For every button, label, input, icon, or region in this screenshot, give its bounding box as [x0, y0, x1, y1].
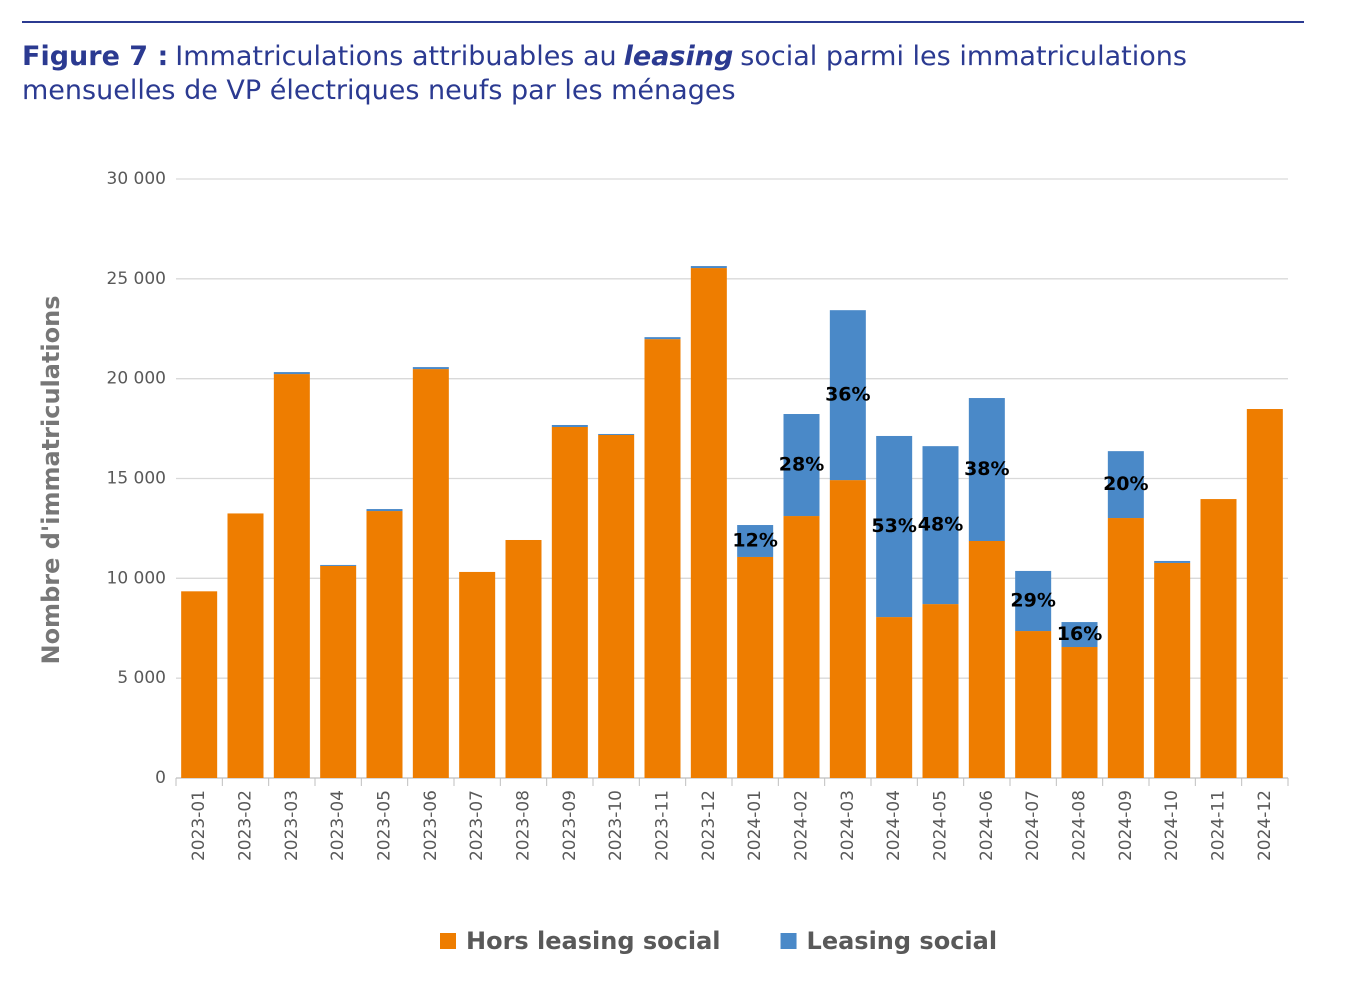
- title-rule: [22, 21, 1304, 23]
- bar-segment: [598, 434, 635, 778]
- x-tick-label: 2023-12: [699, 790, 719, 861]
- bar-segment: [690, 268, 727, 778]
- x-tick-label: 2024-11: [1209, 790, 1229, 861]
- bar-segment: [968, 398, 1005, 541]
- x-tick-label: 2024-02: [792, 790, 812, 861]
- x-tick-label: 2024-12: [1255, 790, 1275, 861]
- bar-segment: [1061, 647, 1098, 778]
- bar-segment: [598, 433, 635, 435]
- bar-segment: [876, 435, 913, 618]
- x-tick-label: 2023-09: [560, 790, 580, 861]
- bar-segment: [922, 446, 959, 605]
- bar-segment: [227, 513, 264, 778]
- y-tick-label: 20 000: [107, 369, 166, 389]
- x-tick-label: 2024-09: [1116, 790, 1136, 861]
- x-tick-label: 2024-01: [745, 790, 765, 861]
- x-tick-label: 2023-04: [328, 790, 348, 861]
- bar-segment: [644, 339, 681, 778]
- bar-segment: [829, 310, 866, 481]
- y-tick-label: 15 000: [107, 469, 166, 489]
- bar-segment: [320, 565, 357, 778]
- share-label: 20%: [1103, 473, 1148, 495]
- bar-segment: [876, 617, 913, 778]
- bar-segment: [551, 426, 588, 778]
- bar-segment: [1154, 562, 1191, 778]
- bar-segment: [551, 424, 588, 427]
- y-tick-label: 5 000: [117, 668, 166, 688]
- bar-segment: [1015, 570, 1052, 632]
- title-text: social parmi les immatriculations: [740, 41, 1187, 72]
- bar-segment: [1015, 631, 1052, 778]
- bar-segment: [737, 556, 774, 778]
- bar-segment: [412, 367, 449, 370]
- x-tick-label: 2023-06: [421, 790, 441, 861]
- legend-swatch: [440, 933, 456, 949]
- x-tick-label: 2023-05: [375, 790, 395, 861]
- share-label: 48%: [918, 514, 963, 536]
- x-tick-label: 2023-07: [467, 790, 487, 861]
- bar-segment: [1154, 560, 1191, 563]
- x-tick-label: 2024-06: [977, 790, 997, 861]
- x-tick-label: 2024-03: [838, 790, 858, 861]
- title-text: mensuelles de VP électriques neufs par l…: [22, 75, 736, 106]
- x-tick-label: 2024-04: [884, 790, 904, 861]
- bar-segment: [459, 571, 496, 778]
- legend-label: Leasing social: [807, 927, 998, 955]
- bar-segment: [690, 266, 727, 269]
- x-tick-label: 2023-11: [653, 790, 673, 861]
- y-axis-title: Nombre d'immatriculations: [37, 295, 65, 664]
- share-label: 28%: [779, 454, 824, 476]
- bar-segment: [829, 480, 866, 778]
- y-tick-label: 25 000: [107, 269, 166, 289]
- share-label: 29%: [1010, 589, 1055, 611]
- bar-segment: [412, 369, 449, 778]
- x-tick-label: 2023-01: [189, 790, 209, 861]
- bar-segment: [320, 564, 357, 566]
- bar-segment: [1061, 622, 1098, 648]
- share-label: 38%: [964, 458, 1009, 480]
- bar-segment: [273, 372, 310, 375]
- x-tick-label: 2024-05: [931, 790, 951, 861]
- x-tick-label: 2024-10: [1162, 790, 1182, 861]
- bar-segment: [366, 511, 403, 778]
- bar-segment: [1107, 451, 1144, 519]
- x-tick-label: 2023-08: [514, 790, 534, 861]
- bar-segment: [1107, 518, 1144, 778]
- bar-segment: [644, 337, 681, 340]
- bar-segment: [273, 374, 310, 778]
- chart-title: Figure 7 : Immatriculations attribuables …: [22, 40, 1322, 108]
- share-label: 36%: [825, 384, 870, 406]
- x-tick-label: 2023-03: [282, 790, 302, 861]
- x-tick-label: 2023-10: [606, 790, 626, 861]
- title-text: Immatriculations attribuables au: [175, 41, 617, 72]
- y-tick-label: 10 000: [107, 568, 166, 588]
- legend-swatch: [780, 933, 797, 949]
- bar-segment: [181, 591, 218, 778]
- bar-segment: [922, 604, 959, 778]
- x-tick-label: 2023-02: [236, 790, 256, 861]
- bar-segment: [783, 414, 820, 517]
- x-tick-label: 2024-08: [1070, 790, 1090, 861]
- share-label: 53%: [871, 515, 916, 537]
- legend-label: Hors leasing social: [466, 927, 721, 955]
- figure-label: Figure 7 :: [22, 41, 169, 72]
- share-label: 16%: [1057, 623, 1102, 645]
- y-tick-label: 0: [155, 768, 166, 788]
- share-label: 12%: [732, 529, 777, 551]
- bar-segment: [366, 509, 403, 512]
- bar-segment: [968, 540, 1005, 778]
- x-tick-label: 2024-07: [1023, 790, 1043, 861]
- bar-segment: [1200, 499, 1237, 778]
- bar-segment: [1246, 409, 1283, 778]
- title-emphasis: leasing: [623, 41, 734, 72]
- bar-segment: [505, 539, 542, 778]
- bar-segment: [783, 516, 820, 778]
- bar-segment: [737, 525, 774, 557]
- y-tick-label: 30 000: [107, 169, 166, 189]
